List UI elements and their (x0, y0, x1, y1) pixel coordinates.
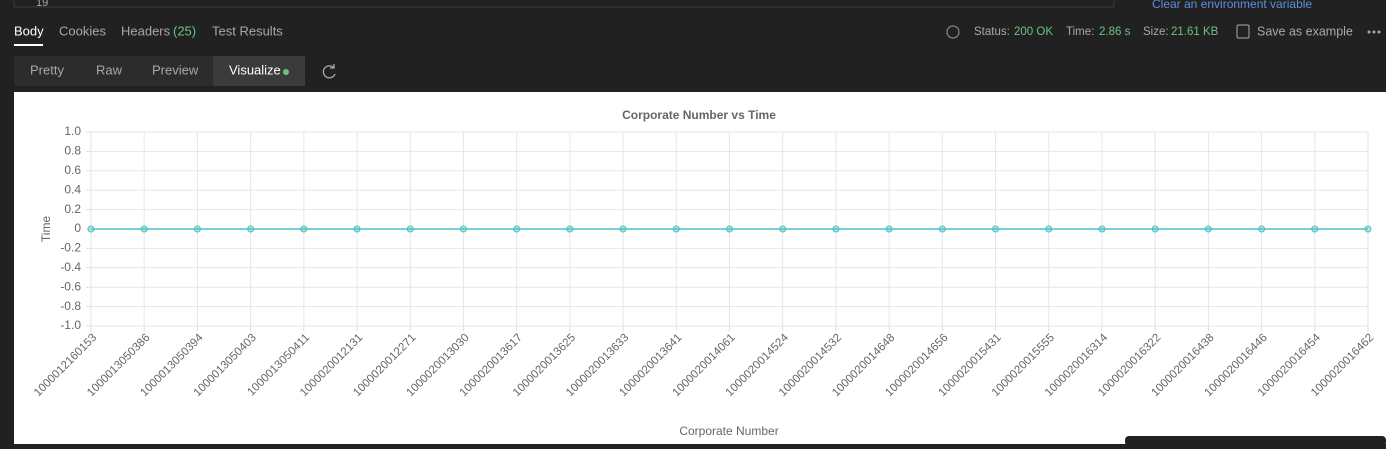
point (1098, 225, 1106, 233)
y-tick-label: 1.0 (64, 124, 81, 138)
point (247, 225, 255, 233)
point (87, 225, 95, 233)
status-label: Status: (974, 26, 1010, 38)
time-label: Time: (1066, 26, 1094, 38)
y-axis-label: Time (39, 216, 53, 243)
point (406, 225, 414, 233)
view-raw[interactable]: Raw (96, 62, 123, 77)
floating-panel (1125, 436, 1386, 446)
tab-headers[interactable]: Headers (121, 23, 171, 38)
point (1204, 225, 1212, 233)
point (1258, 225, 1266, 233)
y-tick-label: -1.0 (60, 318, 81, 332)
view-visualize[interactable]: Visualize (229, 62, 281, 77)
size-value: 21.61 KB (1171, 26, 1219, 38)
point (832, 225, 840, 233)
status-value: 200 OK (1014, 26, 1053, 38)
point (353, 225, 361, 233)
point (992, 225, 1000, 233)
y-tick-label: 0 (74, 221, 81, 235)
tab-cookies[interactable]: Cookies (59, 23, 106, 38)
y-tick-label: 0.2 (64, 202, 81, 216)
point (885, 225, 893, 233)
point (1045, 225, 1053, 233)
editor-strip (13, 0, 1115, 8)
chart-title: Corporate Number vs Time (622, 108, 776, 122)
y-tick-label: -0.4 (60, 260, 81, 274)
headers-count: (25) (173, 23, 196, 38)
snippet-link[interactable]: Clear an environment variable (1152, 0, 1312, 11)
point (672, 225, 680, 233)
point (513, 225, 521, 233)
more-icon[interactable] (1367, 30, 1381, 34)
point (726, 225, 733, 233)
y-tick-label: 0.4 (64, 182, 81, 196)
y-tick-label: 0.6 (64, 163, 81, 177)
size-label: Size: (1143, 26, 1169, 38)
point (459, 225, 467, 233)
y-tick-label: 0.8 (64, 144, 81, 158)
row-number: 19 (36, 0, 48, 9)
tab-body[interactable]: Body (14, 23, 44, 38)
y-tick-label: -0.2 (60, 241, 81, 255)
point (1311, 225, 1319, 233)
x-axis-label: Corporate Number (679, 424, 778, 438)
point (619, 225, 627, 233)
time-value: 2.86 s (1099, 26, 1131, 38)
point (300, 225, 308, 233)
point (1364, 225, 1372, 233)
tab-underline (14, 44, 43, 46)
point (1151, 225, 1159, 233)
save-icon[interactable] (1236, 24, 1250, 39)
visualize-dot (283, 69, 289, 75)
y-tick-label: -0.6 (60, 279, 81, 293)
y-tick-label: -0.8 (60, 299, 81, 313)
refresh-icon[interactable] (322, 64, 336, 79)
point (193, 225, 201, 233)
point (938, 225, 946, 233)
point (140, 225, 148, 233)
view-preview[interactable]: Preview (152, 62, 199, 77)
point (779, 225, 787, 233)
tab-test-results[interactable]: Test Results (212, 23, 283, 38)
view-pretty[interactable]: Pretty (30, 62, 64, 77)
active-view-tab (213, 56, 305, 86)
point (566, 225, 574, 233)
save-example[interactable]: Save as example (1257, 24, 1353, 38)
network-icon[interactable] (946, 25, 960, 39)
